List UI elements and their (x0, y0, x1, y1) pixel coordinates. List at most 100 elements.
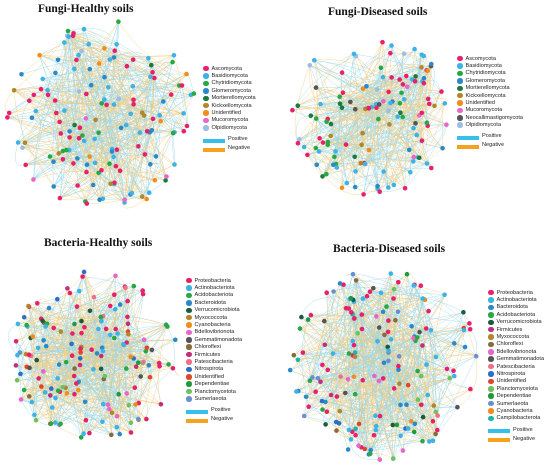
node (67, 135, 72, 140)
legend-fungi-diseased: Ascomycota Basidiomycota Chytridiomycota Gl… (457, 55, 523, 150)
edge-positive (407, 327, 464, 429)
legend-label: Planctomycetota (496, 385, 538, 392)
edge-positive (353, 297, 399, 312)
node (419, 138, 425, 143)
node (435, 427, 440, 433)
node (425, 392, 430, 398)
legend-item: Ascomycota (457, 55, 523, 62)
edge-positive (322, 364, 370, 455)
node (158, 118, 163, 124)
node (18, 397, 24, 402)
node (62, 40, 67, 45)
node (353, 169, 358, 174)
legend-label: Mucoromycota (465, 107, 503, 114)
edge-positive (341, 72, 414, 162)
edge-negative (441, 91, 443, 149)
edge-positive (59, 44, 89, 199)
edge-positive (24, 389, 110, 410)
legend-swatch (203, 117, 209, 124)
edge-swatch-negative (203, 147, 225, 152)
node (153, 154, 159, 159)
node (353, 278, 359, 283)
legend-swatch (203, 80, 209, 87)
edge-swatch-positive (457, 135, 479, 140)
edge-positive (74, 68, 153, 80)
edge-negative (66, 344, 125, 394)
legend-label: Cyanobacteria (194, 322, 231, 329)
node (402, 97, 407, 102)
node (324, 409, 330, 414)
legend-edge-negative: Negative (186, 415, 242, 424)
node (170, 59, 175, 65)
edge-positive (414, 284, 437, 358)
node (307, 378, 313, 383)
legend-item: Chytridiomycota (203, 80, 256, 87)
node (184, 71, 189, 77)
edge-negative (26, 325, 51, 424)
node (38, 86, 44, 92)
node (435, 413, 440, 418)
node (325, 139, 331, 145)
node (117, 168, 123, 174)
node (130, 57, 136, 62)
node (144, 345, 150, 351)
edge-positive (78, 55, 147, 200)
node (112, 292, 117, 298)
edge-negative (9, 112, 132, 194)
legend-item: Firmicutes (186, 351, 242, 358)
edge-positive (432, 407, 458, 441)
edge-positive (55, 415, 132, 423)
node (380, 74, 386, 80)
edge-positive (142, 115, 161, 197)
legend-swatch (488, 363, 494, 370)
node (404, 73, 409, 79)
node (80, 274, 85, 279)
node (51, 325, 56, 331)
legend-item: Basidiomycota (457, 62, 523, 69)
legend-label: Kickxellomycota (465, 92, 506, 99)
legend-item: Mortierellomycota (457, 85, 523, 92)
legend-swatch (186, 366, 192, 373)
legend-label: Patescibacteria (194, 358, 233, 365)
legend-label: Patescibacteria (496, 363, 535, 370)
edge-negative (29, 396, 56, 423)
edge-positive (7, 323, 18, 356)
edge-negative (91, 84, 175, 133)
edge-positive (50, 321, 83, 396)
node (170, 366, 176, 371)
node (380, 309, 386, 314)
node (377, 189, 382, 194)
legend-item: Kickxellomycota (457, 92, 523, 99)
node (107, 332, 113, 338)
edge-positive (404, 124, 447, 189)
edge-positive (165, 324, 175, 369)
network-graph-bacteria-healthy (7, 269, 179, 440)
node (58, 329, 64, 334)
edge-positive (352, 55, 370, 109)
edge-negative (53, 101, 164, 162)
node (391, 296, 396, 301)
edge-negative (148, 58, 185, 132)
edge-positive (62, 383, 119, 395)
edge-positive (362, 298, 420, 333)
edge-negative (43, 322, 162, 405)
node (113, 164, 119, 169)
edge-positive (297, 53, 391, 144)
node (22, 140, 28, 146)
edge-positive (21, 100, 30, 143)
edge-swatch-negative (488, 438, 510, 443)
node (70, 331, 75, 336)
edge-positive (50, 294, 144, 424)
edge-negative (80, 301, 128, 353)
edge-positive (21, 55, 149, 75)
node (102, 373, 108, 379)
node (351, 342, 357, 348)
node (308, 312, 314, 318)
edge-positive (298, 296, 368, 392)
edge-negative (124, 65, 152, 203)
node (333, 419, 339, 425)
node (128, 420, 134, 425)
edge-positive (20, 387, 135, 400)
edge-positive (355, 375, 455, 436)
node (396, 367, 401, 373)
